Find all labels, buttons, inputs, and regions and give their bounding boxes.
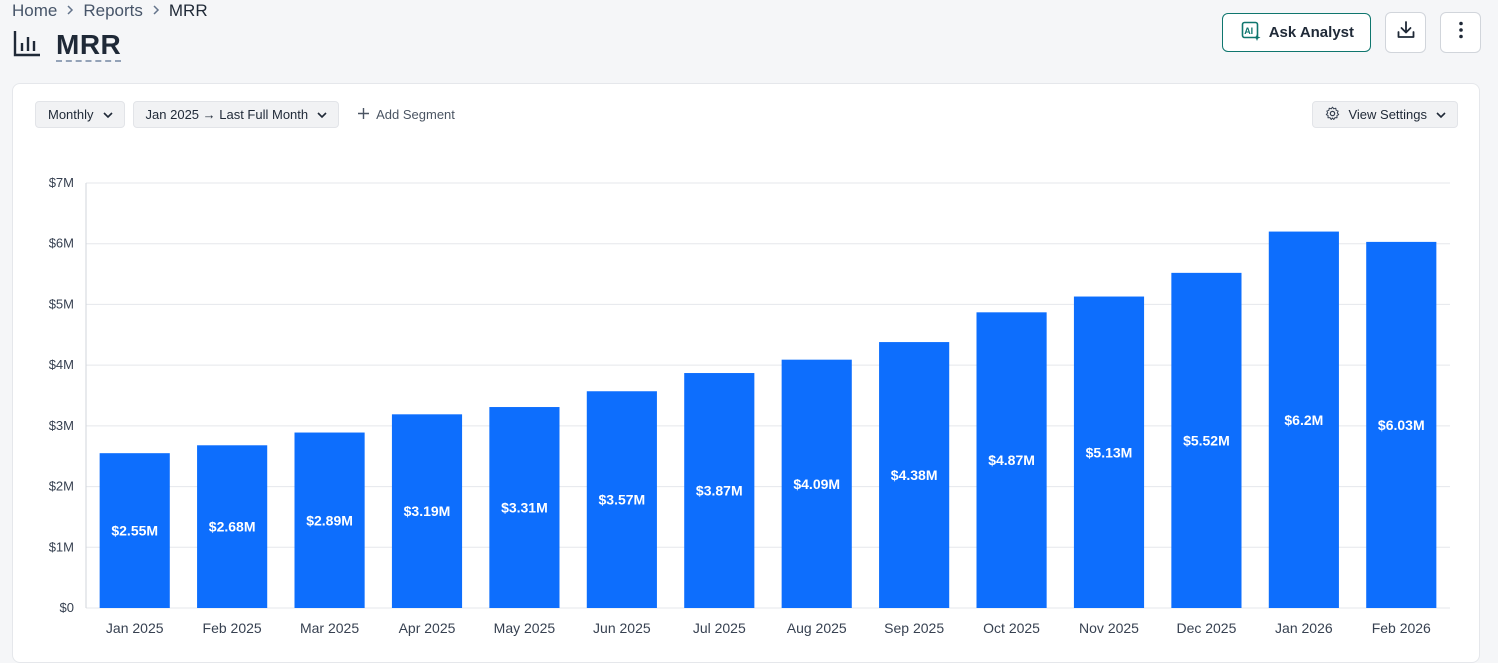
x-tick-label: Jul 2025 xyxy=(693,620,746,636)
breadcrumb-home[interactable]: Home xyxy=(12,1,58,20)
bar xyxy=(879,342,950,608)
plus-icon xyxy=(357,107,370,123)
breadcrumb-current: MRR xyxy=(168,1,208,20)
view-settings-button[interactable]: View Settings xyxy=(1312,101,1458,128)
x-tick-label: Dec 2025 xyxy=(1176,620,1236,636)
bar xyxy=(976,312,1047,608)
bar xyxy=(781,359,852,608)
bar xyxy=(391,414,463,608)
data-label: $5.52M xyxy=(1183,432,1230,448)
bar xyxy=(1268,231,1339,609)
data-label: $6.03M xyxy=(1378,417,1425,433)
chevron-down-icon xyxy=(102,107,114,122)
data-label: $3.19M xyxy=(404,503,451,519)
chevron-down-icon xyxy=(1435,107,1447,122)
y-tick-label: $7M xyxy=(49,175,74,190)
more-options-button[interactable] xyxy=(1440,12,1481,53)
bar xyxy=(294,432,365,608)
mrr-bar-chart: $0 $1M $2M $3M $4M $5M $6M $7M $2.55M Jan 2025 $2.… xyxy=(49,175,1450,636)
more-vertical-icon xyxy=(1458,20,1464,45)
x-tick-label: Apr 2025 xyxy=(399,620,456,636)
y-tick-label: $1M xyxy=(49,539,74,554)
x-tick-label: Feb 2026 xyxy=(1372,620,1431,636)
add-segment-label: Add Segment xyxy=(376,107,455,122)
y-tick-label: $5M xyxy=(49,296,74,311)
gear-icon xyxy=(1325,106,1340,124)
data-label: $2.89M xyxy=(306,512,353,528)
add-segment-button[interactable]: Add Segment xyxy=(357,107,455,123)
interval-label: Monthly xyxy=(48,107,94,122)
data-label: $3.31M xyxy=(501,500,548,516)
bar xyxy=(489,407,560,608)
breadcrumb-reports[interactable]: Reports xyxy=(83,1,143,20)
x-tick-label: Feb 2025 xyxy=(203,620,262,636)
bar xyxy=(1171,272,1242,608)
x-tick-label: Jan 2025 xyxy=(106,620,164,636)
data-label: $4.87M xyxy=(988,452,1035,468)
y-tick-label: $0 xyxy=(60,600,74,615)
bar xyxy=(1073,296,1145,608)
y-tick-label: $2M xyxy=(49,479,74,494)
x-tick-label: Jan 2026 xyxy=(1275,620,1333,636)
data-label: $4.38M xyxy=(891,467,938,483)
data-label: $3.57M xyxy=(599,492,646,508)
ask-analyst-label: Ask Analyst xyxy=(1268,24,1354,41)
y-tick-label: $4M xyxy=(49,357,74,372)
chevron-right-icon xyxy=(65,3,75,19)
svg-text:AI: AI xyxy=(1244,26,1253,36)
ai-sparkle-icon: AI xyxy=(1241,21,1261,45)
y-tick-label: $3M xyxy=(49,418,74,433)
download-button[interactable] xyxy=(1385,12,1426,53)
data-label: $2.55M xyxy=(111,523,158,539)
x-tick-label: Aug 2025 xyxy=(787,620,847,636)
x-tick-label: Mar 2025 xyxy=(300,620,359,636)
date-range-label: Jan 2025 → Last Full Month xyxy=(145,107,309,122)
data-label: $5.13M xyxy=(1086,444,1133,460)
page-title[interactable]: MRR xyxy=(56,28,122,62)
bar xyxy=(586,391,657,608)
date-range-select[interactable]: Jan 2025 → Last Full Month xyxy=(132,101,340,128)
interval-select[interactable]: Monthly xyxy=(35,101,125,128)
bar xyxy=(197,445,268,608)
data-label: $2.68M xyxy=(209,519,256,535)
header-actions: AI Ask Analyst xyxy=(1221,12,1481,53)
x-tick-label: May 2025 xyxy=(494,620,556,636)
x-tick-label: Jun 2025 xyxy=(593,620,651,636)
x-tick-label: Nov 2025 xyxy=(1079,620,1139,636)
y-tick-label: $6M xyxy=(49,236,74,251)
page-header: MRR xyxy=(12,28,122,63)
chart-card: Monthly Jan 2025 → Last Full Month Add S… xyxy=(12,83,1480,663)
x-tick-label: Oct 2025 xyxy=(983,620,1040,636)
chart-toolbar: Monthly Jan 2025 → Last Full Month Add S… xyxy=(35,101,455,128)
x-tick-label: Sep 2025 xyxy=(884,620,944,636)
view-settings-label: View Settings xyxy=(1348,107,1427,122)
bar xyxy=(1366,241,1437,608)
data-label: $4.09M xyxy=(793,476,840,492)
data-label: $3.87M xyxy=(696,483,743,499)
bar xyxy=(684,373,755,608)
chevron-right-icon xyxy=(151,3,161,19)
bar-chart-icon xyxy=(12,28,42,63)
download-icon xyxy=(1396,20,1416,45)
data-label: $6.2M xyxy=(1284,412,1323,428)
bar xyxy=(99,453,170,608)
ask-analyst-button[interactable]: AI Ask Analyst xyxy=(1221,13,1371,52)
chevron-down-icon xyxy=(316,107,328,122)
breadcrumb: Home Reports MRR xyxy=(12,1,208,21)
